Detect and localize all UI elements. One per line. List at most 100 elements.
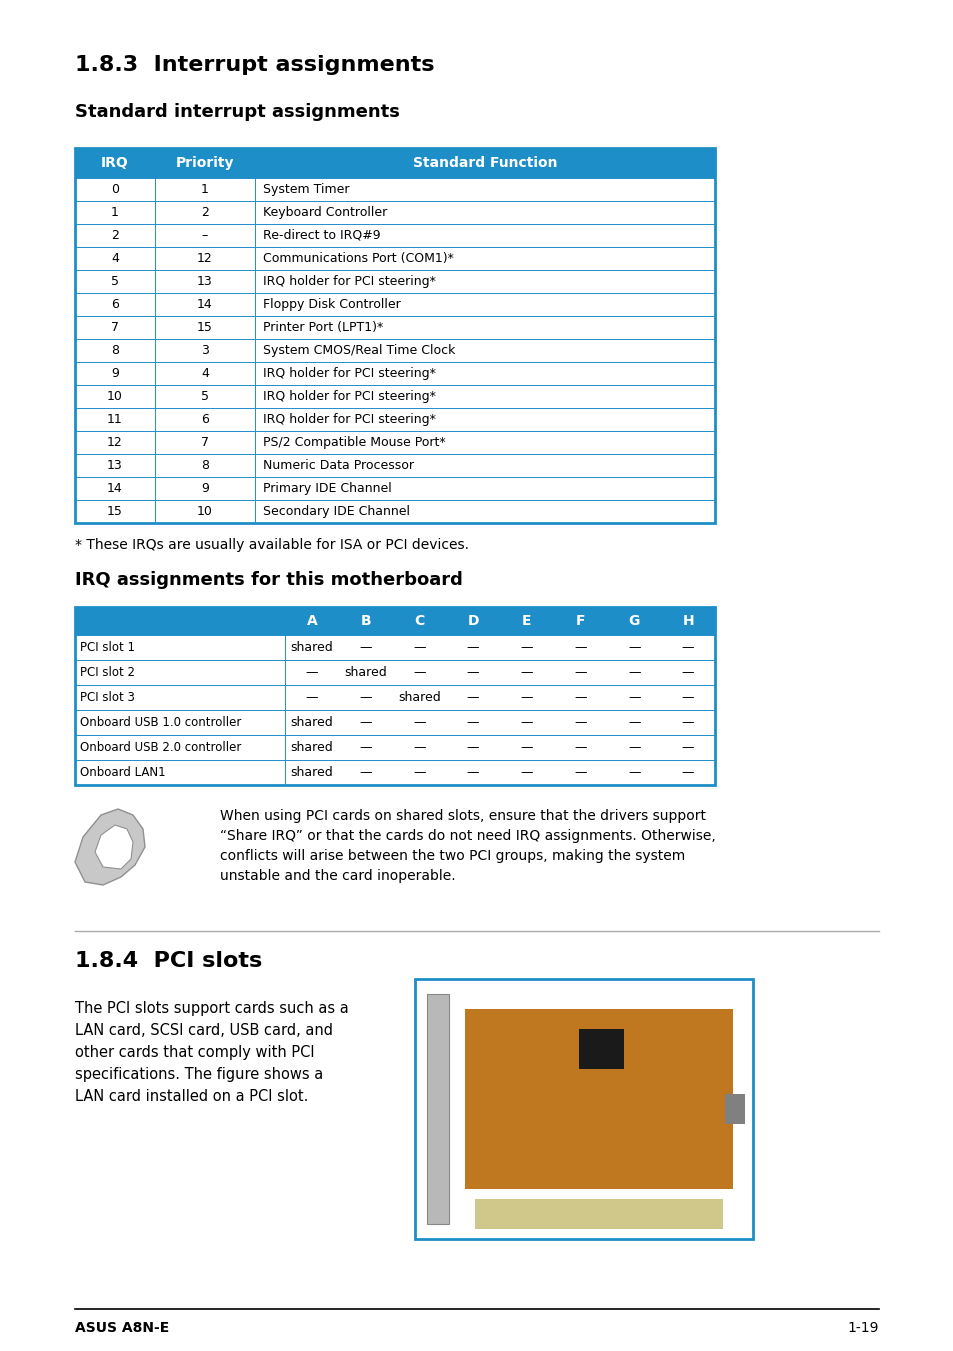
Bar [75,149,714,523]
Text: 12: 12 [197,253,213,265]
Text: specifications. The figure shows a: specifications. The figure shows a [75,1067,323,1082]
Text: —: — [520,766,533,780]
Text: —: — [574,740,586,754]
Text: 3: 3 [201,345,209,357]
Text: —: — [574,690,586,704]
Text: Priority: Priority [175,155,234,170]
Text: 1.8.3  Interrupt assignments: 1.8.3 Interrupt assignments [75,55,434,76]
Text: G: G [628,613,639,628]
Text: Standard interrupt assignments: Standard interrupt assignments [75,103,399,122]
Bar [75,711,714,735]
Text: unstable and the card inoperable.: unstable and the card inoperable. [220,869,456,884]
Text: —: — [681,666,694,680]
Bar [75,224,714,247]
Text: —: — [466,766,478,780]
Text: E: E [521,613,531,628]
Text: shared: shared [291,640,333,654]
Text: —: — [305,666,317,680]
Bar [464,1009,732,1189]
Text: other cards that comply with PCI: other cards that comply with PCI [75,1046,314,1061]
Text: —: — [413,716,425,730]
Text: —: — [627,766,640,780]
Text: LAN card, SCSI card, USB card, and: LAN card, SCSI card, USB card, and [75,1023,333,1038]
Text: Secondary IDE Channel: Secondary IDE Channel [263,505,410,517]
Text: Floppy Disk Controller: Floppy Disk Controller [263,299,400,311]
Bar [75,408,714,431]
Bar [75,431,714,454]
Text: 5: 5 [111,276,119,288]
Text: 14: 14 [107,482,123,494]
Text: A: A [306,613,317,628]
Text: —: — [627,666,640,680]
Text: IRQ holder for PCI steering*: IRQ holder for PCI steering* [263,390,436,403]
Text: IRQ holder for PCI steering*: IRQ holder for PCI steering* [263,413,436,426]
Text: —: — [413,766,425,780]
Text: shared: shared [397,690,440,704]
Text: —: — [574,716,586,730]
Text: shared: shared [291,766,333,780]
Bar [75,385,714,408]
Text: —: — [574,640,586,654]
Bar [578,1029,623,1069]
Polygon shape [95,825,132,869]
Bar [427,994,449,1224]
Text: shared: shared [291,716,333,730]
Text: —: — [681,766,694,780]
Text: —: — [466,716,478,730]
Bar [75,477,714,500]
Text: C: C [414,613,424,628]
Text: —: — [359,640,372,654]
Text: —: — [627,690,640,704]
Bar [75,454,714,477]
Text: 2: 2 [111,230,119,242]
Text: shared: shared [344,666,387,680]
Text: PS/2 Compatible Mouse Port*: PS/2 Compatible Mouse Port* [263,436,445,449]
Text: IRQ holder for PCI steering*: IRQ holder for PCI steering* [263,367,436,380]
Text: —: — [305,690,317,704]
Text: 4: 4 [111,253,119,265]
Text: 7: 7 [111,322,119,334]
Text: 14: 14 [197,299,213,311]
Text: Printer Port (LPT1)*: Printer Port (LPT1)* [263,322,383,334]
Text: —: — [466,740,478,754]
Bar [75,607,714,635]
Text: ASUS A8N-E: ASUS A8N-E [75,1321,169,1335]
Bar [75,661,714,685]
Text: —: — [681,690,694,704]
Text: 15: 15 [197,322,213,334]
Text: 9: 9 [201,482,209,494]
Text: IRQ holder for PCI steering*: IRQ holder for PCI steering* [263,276,436,288]
Text: 0: 0 [111,182,119,196]
Text: 7: 7 [201,436,209,449]
Text: When using PCI cards on shared slots, ensure that the drivers support: When using PCI cards on shared slots, en… [220,809,705,823]
Text: —: — [681,740,694,754]
Text: —: — [359,740,372,754]
Text: 8: 8 [111,345,119,357]
Text: D: D [467,613,478,628]
Text: 1.8.4  PCI slots: 1.8.4 PCI slots [75,951,262,971]
Text: 1: 1 [201,182,209,196]
Text: 5: 5 [201,390,209,403]
Text: shared: shared [291,740,333,754]
Text: Primary IDE Channel: Primary IDE Channel [263,482,392,494]
Text: 6: 6 [201,413,209,426]
Text: 1-19: 1-19 [846,1321,878,1335]
Text: 6: 6 [111,299,119,311]
Text: —: — [520,716,533,730]
Text: 9: 9 [111,367,119,380]
Text: PCI slot 3: PCI slot 3 [80,690,134,704]
Text: —: — [413,640,425,654]
Text: 10: 10 [197,505,213,517]
Text: 15: 15 [107,505,123,517]
Text: —: — [413,740,425,754]
Text: —: — [627,740,640,754]
Bar [75,270,714,293]
Text: —: — [520,640,533,654]
Text: LAN card installed on a PCI slot.: LAN card installed on a PCI slot. [75,1089,308,1104]
Text: Keyboard Controller: Keyboard Controller [263,205,387,219]
Bar [75,293,714,316]
Text: System CMOS/Real Time Clock: System CMOS/Real Time Clock [263,345,455,357]
Text: Communications Port (COM1)*: Communications Port (COM1)* [263,253,454,265]
Text: —: — [681,640,694,654]
Text: —: — [466,640,478,654]
